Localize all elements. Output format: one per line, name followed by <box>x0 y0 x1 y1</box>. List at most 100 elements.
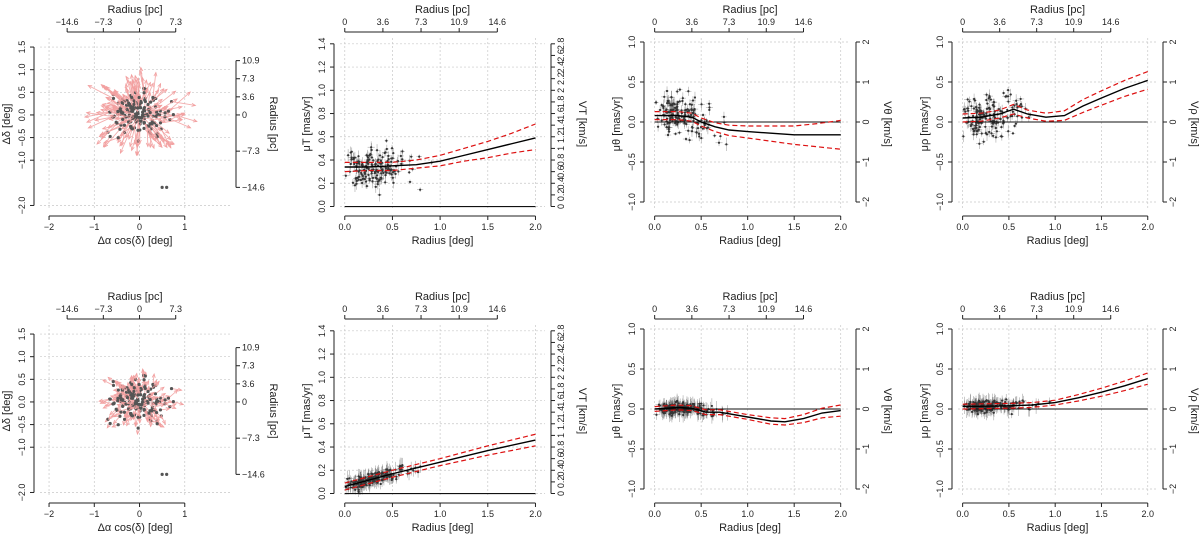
data-point <box>978 106 981 109</box>
y2-tick-label: 0 <box>556 204 566 209</box>
lower-bound-line <box>962 383 1148 410</box>
y-tick-label: 0.8 <box>317 394 327 407</box>
data-point <box>678 100 681 103</box>
arrow-head <box>136 408 141 414</box>
data-point <box>676 111 679 115</box>
arrow-head <box>129 374 134 380</box>
data-point <box>975 126 978 130</box>
data-point <box>982 140 985 143</box>
data-point <box>368 177 371 180</box>
panel-r2c1: −2 −1 0 1 −14.6 −7.3 0 7.3 −2.0 −1.0 −0.5 0.0 0.5 1.0… <box>1 291 279 534</box>
trend-line <box>344 439 536 488</box>
y-tick-label: 0.5 <box>627 363 637 376</box>
star-point <box>114 407 118 411</box>
data-point <box>655 413 658 416</box>
arrow-head <box>164 401 170 406</box>
y2-tick-label: 1.8 <box>556 383 566 396</box>
star-point <box>146 102 150 107</box>
data-point <box>350 480 353 483</box>
motion-arrow <box>142 369 145 380</box>
data-point <box>687 109 691 112</box>
arrow-head <box>109 114 115 119</box>
star-point <box>153 392 158 396</box>
star-point <box>111 383 116 388</box>
x2-tick-label: 0 <box>342 304 347 314</box>
arrow-head <box>129 385 134 391</box>
x2-tick-label: 14.6 <box>1102 304 1120 314</box>
data-point <box>991 122 994 125</box>
star-point <box>111 380 115 384</box>
x2-axis-title: Radius [pc] <box>722 4 777 16</box>
data-point <box>676 90 679 93</box>
arrow-head <box>177 105 183 110</box>
y2-tick-label: −1 <box>1168 444 1178 454</box>
arrow-head <box>129 73 134 79</box>
upper-bound-line <box>654 111 841 127</box>
data-point <box>408 171 411 174</box>
arrow-head <box>94 117 100 122</box>
motion-arrow <box>164 116 191 129</box>
data-point <box>349 162 352 166</box>
data-point <box>689 113 693 117</box>
upper-bound-line <box>344 123 536 163</box>
arrow-head <box>133 374 138 380</box>
motion-arrow <box>114 411 125 417</box>
data-point <box>982 400 986 404</box>
motion-arrow <box>125 83 130 105</box>
y-tick-label: 1.5 <box>17 41 27 54</box>
data-point <box>701 113 705 117</box>
motion-arrow <box>137 81 140 108</box>
x-tick-label: 0.0 <box>339 509 352 519</box>
motion-arrow <box>152 373 155 385</box>
motion-arrow <box>88 115 115 129</box>
x-tick-label: 1.0 <box>1049 222 1062 232</box>
data-point <box>992 411 995 414</box>
data-point <box>699 412 702 415</box>
data-point <box>675 106 678 109</box>
data-point <box>681 401 685 404</box>
data-point <box>970 410 974 413</box>
y-tick-label: 0.8 <box>317 107 327 120</box>
y2-tick-label: −14.6 <box>242 182 265 192</box>
data-point <box>993 101 996 104</box>
x-tick-label: 1.5 <box>482 509 495 519</box>
arrow-head <box>122 420 127 426</box>
y2-tick-label: −14.6 <box>242 469 265 479</box>
data-point <box>363 171 366 174</box>
y2-tick-label: −7.3 <box>242 146 260 156</box>
x-axis-title: Radius [deg] <box>719 235 781 247</box>
motion-arrow <box>155 114 185 118</box>
data-point <box>358 160 361 163</box>
data-point <box>352 481 355 484</box>
motion-arrow <box>109 91 130 106</box>
lower-bound-line <box>654 409 841 426</box>
y-tick-label: 1.4 <box>317 38 327 51</box>
data-point <box>366 158 369 162</box>
y2-tick-label: 7.3 <box>242 74 255 84</box>
data-point <box>354 488 357 491</box>
arrow-head <box>100 131 106 136</box>
arrow-head <box>145 379 150 385</box>
arrow-head <box>119 132 125 137</box>
star-point <box>131 392 135 396</box>
star-point <box>131 105 135 109</box>
x-tick-label: 0.5 <box>1003 222 1016 232</box>
plot-layer <box>653 86 841 151</box>
x2-tick-label: 3.6 <box>993 304 1006 314</box>
data-point <box>691 402 694 406</box>
data-point <box>978 110 981 113</box>
arrow-head <box>104 402 110 407</box>
x2-axis-title: Radius [pc] <box>107 291 162 303</box>
arrow-head <box>95 110 101 115</box>
x-tick-label: 1.5 <box>788 222 801 232</box>
data-point <box>683 113 687 117</box>
trend-line <box>344 137 536 168</box>
star-point <box>125 396 130 400</box>
data-point <box>962 108 965 111</box>
arrow-head <box>83 114 89 119</box>
data-point <box>702 414 705 417</box>
arrow-head <box>120 391 126 396</box>
star-point <box>108 397 112 401</box>
trend-line <box>654 114 841 136</box>
motion-arrow <box>117 408 129 413</box>
